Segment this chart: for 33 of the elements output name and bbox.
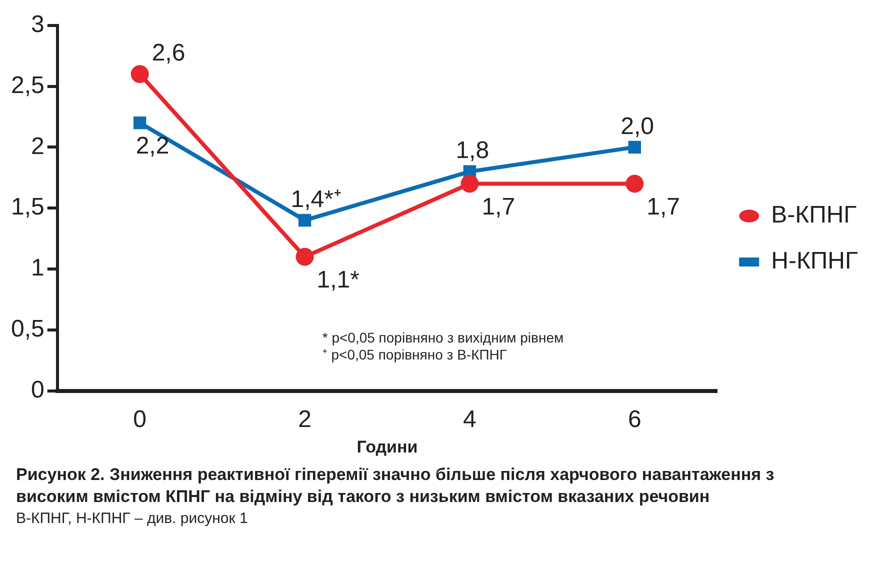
data-label: 1,4*⁺ [290,186,342,213]
text: Рисунок 2. Зниження реактивної гіперемії значно більше після харчового навантаження з високим вмістом КПНГ на відміну від такого з низьким вмістом вказаних речовин [15,464,776,508]
x-tick-label: 6 [628,406,642,433]
data-label: 1,7 [646,193,680,220]
y-tick-label: 1,5 [10,194,44,221]
point [133,116,146,130]
x-tick-label: 2 [298,406,312,433]
point [460,174,479,193]
data-label: 2,6 [152,40,186,67]
annotation: * p<0,05 порівняно з вихідним рівнем [322,330,564,346]
data-label: 1,7 [482,193,516,220]
y-tick-label: 0 [31,376,44,404]
legend-label: В-КПНГ [771,202,857,229]
x-tick-label: 0 [133,406,147,433]
y-tick-label: 1 [31,254,44,282]
data-label: 2,2 [136,132,170,160]
legend-label: Н-КПНГ [771,248,858,275]
point [626,174,644,193]
annotation: ⁺ p<0,05 порівняно з В-КПНГ [322,346,508,363]
text: В-КПНГ, Н-КПНГ – див. рисунок 1 [15,510,249,527]
point [628,140,642,154]
y-tick-label: 0,5 [10,316,44,343]
data-label: 1,8 [456,137,490,164]
y-tick-label: 2 [31,132,44,160]
x-tick-label: 4 [463,406,476,433]
y-tick-label: 3 [31,11,44,38]
point [296,248,314,266]
point [130,65,149,84]
x-axis-title: Години [356,437,418,456]
point [298,214,312,227]
data-label: 1,1* [316,266,360,294]
data-label: 2,0 [620,112,654,140]
y-tick-label: 2,5 [10,72,44,99]
